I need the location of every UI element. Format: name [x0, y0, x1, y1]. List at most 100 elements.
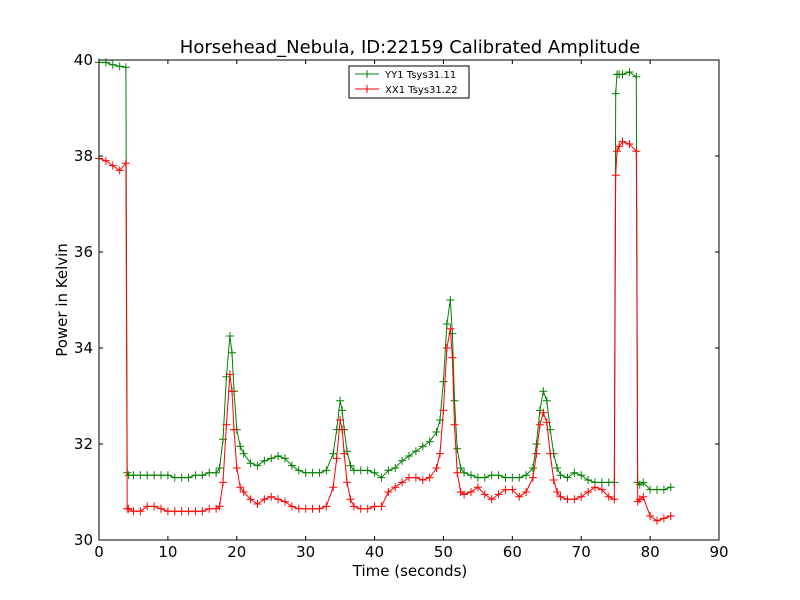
data-point	[308, 504, 317, 513]
data-point	[346, 461, 355, 470]
data-point	[425, 473, 434, 482]
x-tick-label: 30	[296, 543, 315, 561]
data-point	[522, 488, 531, 496]
data-point	[227, 387, 236, 396]
data-point	[356, 466, 365, 475]
data-point	[336, 416, 345, 424]
data-point	[260, 456, 269, 465]
data-point	[653, 516, 661, 525]
data-point	[494, 490, 503, 499]
data-point	[659, 485, 668, 494]
data-point	[610, 495, 619, 504]
data-point	[329, 483, 338, 492]
data-point	[157, 504, 165, 513]
data-point	[398, 456, 407, 465]
data-point	[604, 492, 613, 501]
data-point	[553, 488, 562, 496]
x-tick-label: 0	[94, 543, 104, 561]
data-point	[294, 466, 303, 475]
data-point	[556, 492, 565, 501]
data-point	[343, 478, 351, 487]
data-point	[370, 502, 379, 511]
data-point	[232, 464, 241, 472]
data-point	[239, 449, 248, 458]
data-point	[570, 468, 579, 477]
data-point	[460, 468, 469, 477]
data-point	[101, 156, 110, 165]
data-point	[618, 137, 627, 146]
data-point	[340, 449, 349, 458]
data-point	[301, 468, 310, 477]
data-point	[487, 471, 496, 480]
data-point	[177, 507, 186, 516]
data-point	[391, 483, 400, 492]
data-point	[442, 320, 451, 328]
data-point	[539, 408, 548, 417]
data-point	[453, 468, 462, 477]
data-point	[384, 466, 393, 475]
legend-label: XX1 Tsys31.22	[385, 85, 458, 96]
data-point	[501, 473, 510, 482]
data-point	[322, 466, 331, 475]
x-tick-label: 50	[434, 543, 453, 561]
y-tick-label: 32	[74, 435, 93, 453]
data-point	[577, 471, 586, 480]
data-point	[467, 471, 475, 480]
data-point	[170, 473, 179, 482]
data-point	[308, 468, 317, 477]
data-point	[446, 324, 455, 333]
data-point	[370, 468, 379, 477]
data-point	[418, 476, 427, 484]
data-point	[508, 485, 517, 494]
data-point	[632, 147, 641, 156]
data-point	[315, 504, 324, 513]
x-tick-label: 10	[158, 543, 177, 561]
data-point	[611, 89, 620, 98]
data-point	[532, 449, 541, 458]
y-tick-label: 34	[74, 339, 93, 357]
data-point	[129, 507, 138, 516]
y-axis-label: Power in Kelvin	[53, 243, 71, 357]
data-point	[529, 464, 537, 472]
data-point	[115, 166, 124, 175]
x-tick-label: 20	[227, 543, 246, 561]
data-point	[322, 502, 331, 511]
data-point	[363, 504, 372, 513]
x-tick-label: 60	[503, 543, 522, 561]
data-point	[227, 348, 236, 357]
data-point	[177, 473, 186, 482]
data-point	[246, 495, 255, 504]
data-point	[124, 504, 133, 513]
data-point	[281, 497, 289, 506]
data-point	[230, 425, 239, 434]
data-point	[646, 512, 655, 520]
data-point	[184, 507, 193, 516]
data-point	[542, 418, 551, 427]
data-point	[338, 425, 347, 434]
data-point	[425, 437, 434, 446]
data-point	[646, 485, 655, 494]
data-point	[108, 161, 117, 170]
data-point	[253, 500, 262, 508]
data-point	[121, 159, 130, 168]
data-point	[618, 70, 627, 79]
data-point	[553, 464, 562, 472]
data-point	[448, 353, 457, 362]
data-point	[666, 483, 675, 492]
data-point	[450, 396, 459, 405]
data-point	[611, 171, 620, 180]
data-point	[356, 504, 365, 513]
data-point	[418, 442, 427, 451]
data-point	[467, 488, 475, 496]
data-point	[143, 502, 152, 511]
data-point	[363, 466, 372, 475]
data-point	[411, 473, 420, 482]
data-point	[384, 488, 393, 496]
data-point	[597, 485, 606, 494]
data-point	[219, 478, 227, 487]
data-point	[222, 420, 231, 429]
data-point	[274, 452, 283, 460]
data-point	[584, 476, 593, 484]
legend-label: YY1 Tsys31.11	[384, 70, 456, 81]
